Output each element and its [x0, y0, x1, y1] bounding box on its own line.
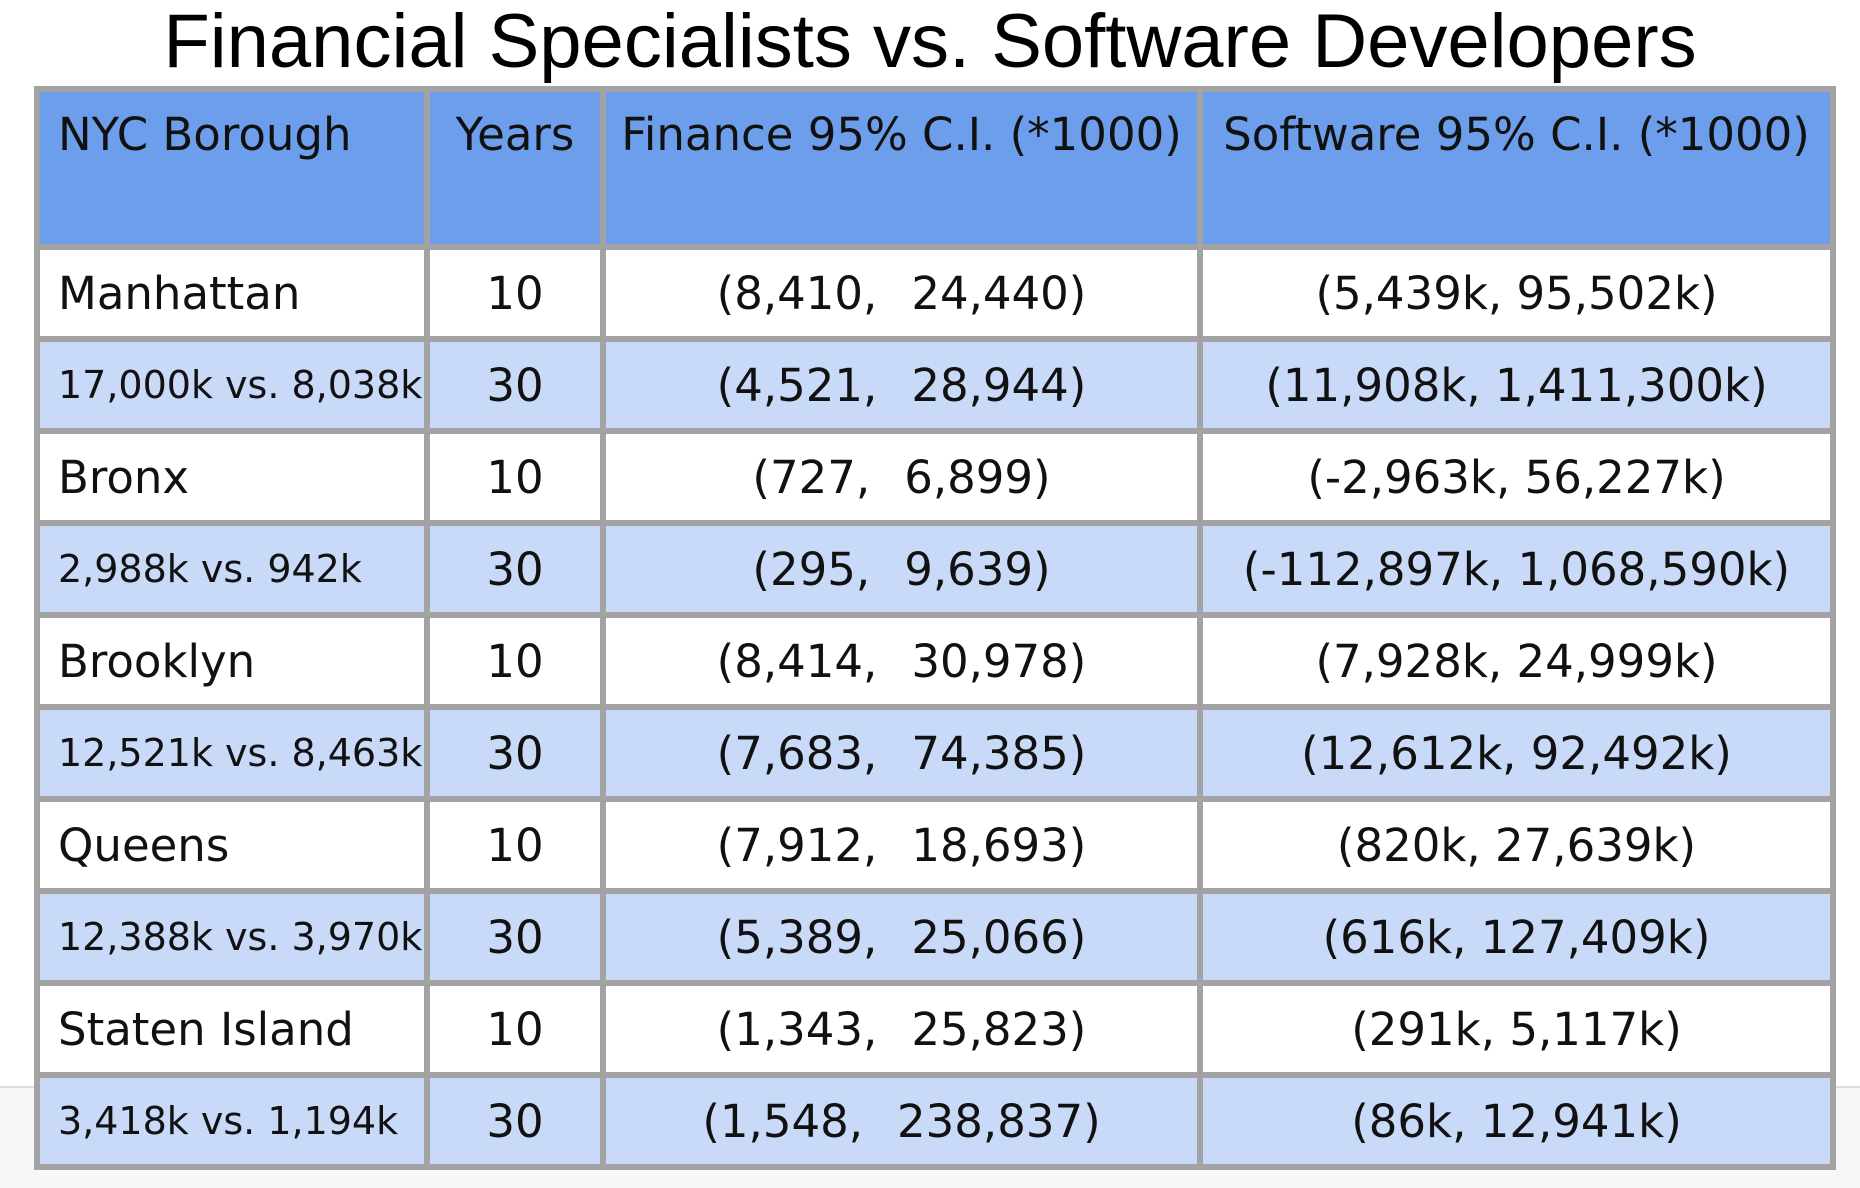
table-row: 12,388k vs. 3,970k 30 (5,389, 25,066) (616k,…	[34, 888, 1836, 986]
data-table-wrapper: NYC Borough Years Finance 95% C.I. (*100…	[34, 86, 1836, 1170]
finance-ci-upper: 74,385)	[911, 726, 1087, 780]
finance-ci-upper: 238,837)	[897, 1094, 1101, 1148]
cell-population-comparison: 3,418k vs. 1,194k	[34, 1072, 430, 1170]
cell-population-comparison: 2,988k vs. 942k	[34, 520, 430, 618]
cell-borough: Bronx	[34, 428, 430, 526]
cell-finance-ci: (1,343, 25,823)	[600, 980, 1203, 1078]
table-row: Queens 10 (7,912, 18,693) (820k, 27,639k)	[34, 796, 1836, 894]
cell-years: 10	[424, 796, 606, 894]
table-row: Bronx 10 (727, 6,899) (-2,963k, 56,227k)	[34, 428, 1836, 526]
cell-years: 30	[424, 704, 606, 802]
table-row: 12,521k vs. 8,463k 30 (7,683, 74,385) (12,61…	[34, 704, 1836, 802]
cell-population-comparison: 12,388k vs. 3,970k	[34, 888, 430, 986]
finance-ci-upper: 24,440)	[911, 266, 1087, 320]
finance-ci-upper: 9,639)	[904, 542, 1051, 596]
table-body: Manhattan 10 (8,410, 24,440) (5,439k, 95,502…	[34, 244, 1836, 1170]
column-header-finance-ci: Finance 95% C.I. (*1000)	[600, 86, 1203, 250]
finance-ci-upper: 30,978)	[911, 634, 1087, 688]
chart-title: Financial Specialists vs. Software Devel…	[163, 0, 1697, 84]
cell-finance-ci: (1,548, 238,837)	[600, 1072, 1203, 1170]
table-row: 3,418k vs. 1,194k 30 (1,548, 238,837) (86k, …	[34, 1072, 1836, 1170]
cell-borough: Queens	[34, 796, 430, 894]
table-row: 17,000k vs. 8,038k 30 (4,521, 28,944) (11,90…	[34, 336, 1836, 434]
cell-finance-ci: (8,414, 30,978)	[600, 612, 1203, 710]
cell-years: 10	[424, 244, 606, 342]
cell-finance-ci: (8,410, 24,440)	[600, 244, 1203, 342]
cell-years: 30	[424, 336, 606, 434]
column-header-years: Years	[424, 86, 606, 250]
finance-ci-upper: 28,944)	[911, 358, 1087, 412]
cell-software-ci: (291k, 5,117k)	[1197, 980, 1836, 1078]
cell-population-comparison: 17,000k vs. 8,038k	[34, 336, 430, 434]
table-header-row: NYC Borough Years Finance 95% C.I. (*100…	[34, 86, 1836, 250]
cell-finance-ci: (727, 6,899)	[600, 428, 1203, 526]
cell-finance-ci: (295, 9,639)	[600, 520, 1203, 618]
cell-finance-ci: (4,521, 28,944)	[600, 336, 1203, 434]
finance-ci-lower: (727,	[752, 450, 871, 504]
finance-ci-lower: (7,683,	[716, 726, 878, 780]
cell-software-ci: (5,439k, 95,502k)	[1197, 244, 1836, 342]
finance-ci-upper: 6,899)	[904, 450, 1051, 504]
cell-borough: Staten Island	[34, 980, 430, 1078]
cell-years: 30	[424, 1072, 606, 1170]
cell-borough: Manhattan	[34, 244, 430, 342]
finance-ci-lower: (295,	[752, 542, 871, 596]
cell-years: 10	[424, 612, 606, 710]
cell-software-ci: (-112,897k, 1,068,590k)	[1197, 520, 1836, 618]
table-row: 2,988k vs. 942k 30 (295, 9,639) (-112,897k, …	[34, 520, 1836, 618]
cell-years: 10	[424, 428, 606, 526]
cell-population-comparison: 12,521k vs. 8,463k	[34, 704, 430, 802]
finance-ci-upper: 18,693)	[911, 818, 1087, 872]
data-table: NYC Borough Years Finance 95% C.I. (*100…	[34, 86, 1836, 1170]
finance-ci-lower: (5,389,	[716, 910, 878, 964]
cell-software-ci: (820k, 27,639k)	[1197, 796, 1836, 894]
finance-ci-lower: (4,521,	[716, 358, 878, 412]
finance-ci-lower: (8,414,	[716, 634, 878, 688]
cell-finance-ci: (7,912, 18,693)	[600, 796, 1203, 894]
cell-borough: Brooklyn	[34, 612, 430, 710]
cell-years: 10	[424, 980, 606, 1078]
cell-software-ci: (11,908k, 1,411,300k)	[1197, 336, 1836, 434]
finance-ci-upper: 25,823)	[911, 1002, 1087, 1056]
finance-ci-lower: (7,912,	[716, 818, 878, 872]
cell-finance-ci: (7,683, 74,385)	[600, 704, 1203, 802]
table-row: Manhattan 10 (8,410, 24,440) (5,439k, 95,502…	[34, 244, 1836, 342]
cell-software-ci: (616k, 127,409k)	[1197, 888, 1836, 986]
table-row: Brooklyn 10 (8,414, 30,978) (7,928k, 24,999k…	[34, 612, 1836, 710]
cell-software-ci: (7,928k, 24,999k)	[1197, 612, 1836, 710]
cell-finance-ci: (5,389, 25,066)	[600, 888, 1203, 986]
cell-software-ci: (12,612k, 92,492k)	[1197, 704, 1836, 802]
table-row: Staten Island 10 (1,343, 25,823) (291k, 5,11…	[34, 980, 1836, 1078]
finance-ci-lower: (1,548,	[702, 1094, 864, 1148]
finance-ci-upper: 25,066)	[911, 910, 1087, 964]
finance-ci-lower: (1,343,	[716, 1002, 878, 1056]
cell-software-ci: (-2,963k, 56,227k)	[1197, 428, 1836, 526]
finance-ci-lower: (8,410,	[716, 266, 878, 320]
cell-software-ci: (86k, 12,941k)	[1197, 1072, 1836, 1170]
column-header-borough: NYC Borough	[34, 86, 430, 250]
column-header-software-ci: Software 95% C.I. (*1000)	[1197, 86, 1836, 250]
cell-years: 30	[424, 888, 606, 986]
cell-years: 30	[424, 520, 606, 618]
